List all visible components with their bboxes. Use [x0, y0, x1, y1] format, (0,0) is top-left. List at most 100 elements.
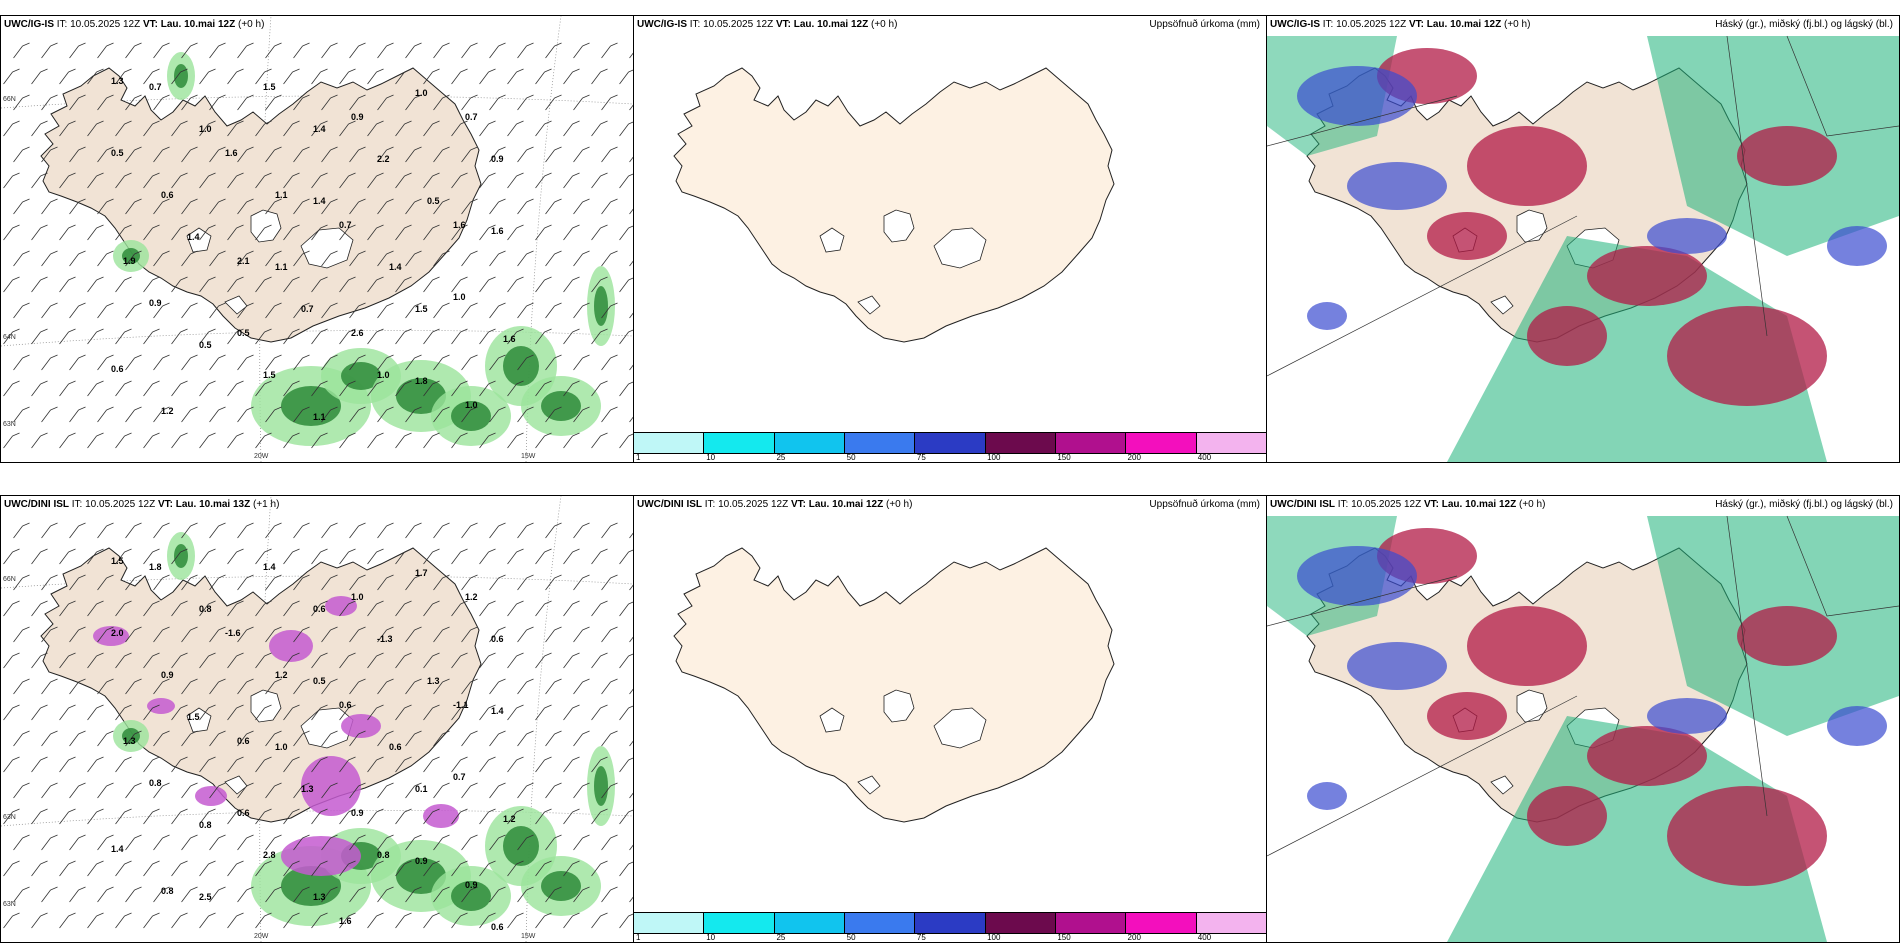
lon-label: 20W — [254, 453, 269, 460]
colorbar-segment — [915, 433, 986, 453]
cloud-panel-igis: UWC/IG-IS IT: 10.05.2025 12Z VT: Lau. 10… — [1266, 15, 1900, 463]
glacier — [1490, 295, 1514, 315]
precip-value-label: 0.6 — [491, 922, 504, 932]
precip-value-label: 0.6 — [161, 190, 174, 200]
precip-value-label: 1.2 — [503, 814, 516, 824]
colorbar-segment — [1126, 433, 1197, 453]
precip-value-label: 1.1 — [275, 262, 288, 272]
precip-value-label: 0.7 — [301, 304, 314, 314]
colorbar-tick-label: 75 — [916, 453, 926, 462]
iceland-coastline — [40, 67, 482, 343]
iceland-coastline — [673, 547, 1115, 823]
colorbar-segment — [774, 433, 845, 453]
precip-value-label: 1.0 — [377, 370, 390, 380]
precip-value-label: 1.4 — [187, 232, 200, 242]
glacier — [186, 707, 212, 733]
precip-value-label: 0.5 — [111, 148, 124, 158]
precip-value-label: 1.1 — [313, 412, 326, 422]
colorbar-segment — [985, 913, 1056, 933]
glacier — [819, 227, 845, 253]
precip-value-label: 0.7 — [453, 772, 466, 782]
panel-title: Háský (gr.), miðský (fj.bl.) og lágský (… — [1715, 499, 1893, 510]
precip-value-label: 1.0 — [275, 742, 288, 752]
precip-value-label: -1.3 — [377, 634, 393, 644]
lon-label: 20W — [254, 933, 269, 940]
precip-value-label: 2.0 — [111, 628, 124, 638]
glacier — [819, 707, 845, 733]
precip-map — [673, 547, 1115, 823]
precip-value-label: -1.1 — [453, 700, 469, 710]
panel-title: Háský (gr.), miðský (fj.bl.) og lágský (… — [1715, 19, 1893, 30]
colorbar-segment — [634, 913, 705, 933]
colorbar — [634, 912, 1266, 934]
precip-value-label: 1.4 — [389, 262, 402, 272]
precip-value-label: 1.6 — [339, 916, 352, 926]
lon-label: 15W — [521, 933, 536, 940]
precip-value-label: 1.1 — [275, 190, 288, 200]
precip-value-label: 0.9 — [491, 154, 504, 164]
precip-value-label: 0.6 — [237, 736, 250, 746]
precip-value-label: 1.9 — [123, 256, 136, 266]
precip-value-label: 2.8 — [263, 850, 276, 860]
panel-header: UWC/DINI ISL IT: 10.05.2025 12Z VT: Lau.… — [4, 499, 280, 510]
colorbar-tick-label: 50 — [846, 933, 856, 942]
colorbar-tick-label: 25 — [776, 933, 786, 942]
glacier — [1516, 689, 1548, 723]
precip-value-label: 2.2 — [377, 154, 390, 164]
precip-value-label: 0.6 — [313, 604, 326, 614]
cloud-panel-dini: UWC/DINI ISL IT: 10.05.2025 12Z VT: Lau.… — [1266, 495, 1900, 943]
precip-value-label: 0.7 — [465, 112, 478, 122]
precip-value-label: 1.6 — [503, 334, 516, 344]
precip-value-label: 1.3 — [301, 784, 314, 794]
colorbar-segment — [704, 913, 775, 933]
lat-label: 66N — [3, 576, 16, 583]
glacier — [250, 689, 282, 723]
colorbar-segment — [915, 913, 986, 933]
precip-value-label: 1.4 — [313, 124, 326, 134]
boundary-lines — [1267, 35, 1899, 377]
precip-value-label: 0.8 — [149, 778, 162, 788]
precip-value-label: 1.5 — [263, 82, 276, 92]
precip-value-label: 0.9 — [465, 880, 478, 890]
precip-value-label: 0.6 — [339, 700, 352, 710]
precip-value-label: -1.6 — [225, 628, 241, 638]
precip-value-label: 0.6 — [389, 742, 402, 752]
boundary-lines — [1267, 515, 1899, 857]
colorbar-segment — [1126, 913, 1197, 933]
colorbar-tick-label: 25 — [776, 453, 786, 462]
precip-value-label: 0.1 — [415, 784, 428, 794]
precip-value-label: 1.2 — [275, 670, 288, 680]
colorbar-tick-label: 10 — [706, 933, 716, 942]
panel-title: Uppsöfnuð úrkoma (mm) — [1149, 19, 1260, 30]
lat-label: 64N — [3, 334, 16, 341]
precip-value-label: 1.2 — [161, 406, 174, 416]
colorbar-segment — [1055, 433, 1127, 453]
precip-value-label: 1.0 — [199, 124, 212, 134]
colorbar-tick-label: 200 — [1127, 453, 1141, 462]
precip-value-label: 1.0 — [415, 88, 428, 98]
wind-panel-igis: UWC/IG-IS IT: 10.05.2025 12Z VT: Lau. 10… — [0, 15, 634, 463]
lat-label: 63N — [3, 421, 16, 428]
glacier — [186, 227, 212, 253]
lon-label: 15W — [521, 453, 536, 460]
precip-value-label: 0.6 — [111, 364, 124, 374]
precip-value-label: 1.6 — [491, 226, 504, 236]
precip-map — [673, 67, 1115, 343]
glacier — [1490, 775, 1514, 795]
colorbar-segment — [634, 433, 705, 453]
lat-label: 63N — [3, 814, 16, 821]
precip-value-label: 0.6 — [491, 634, 504, 644]
colorbar-tick-label: 1 — [636, 453, 641, 462]
precip-value-label: 0.7 — [149, 82, 162, 92]
precip-value-label: 1.0 — [465, 400, 478, 410]
precip-value-label: 1.3 — [111, 76, 124, 86]
precip-value-label: 0.5 — [313, 676, 326, 686]
precip-value-label: 0.9 — [161, 670, 174, 680]
precip-panel-dini: UWC/DINI ISL IT: 10.05.2025 12Z VT: Lau.… — [633, 495, 1267, 943]
precip-patches — [93, 532, 615, 926]
precip-value-label: 0.7 — [339, 220, 352, 230]
precip-value-label: 0.8 — [377, 850, 390, 860]
precip-value-label: 1.3 — [123, 736, 136, 746]
colorbar-tick-label: 50 — [846, 453, 856, 462]
precip-value-label: 1.4 — [313, 196, 326, 206]
